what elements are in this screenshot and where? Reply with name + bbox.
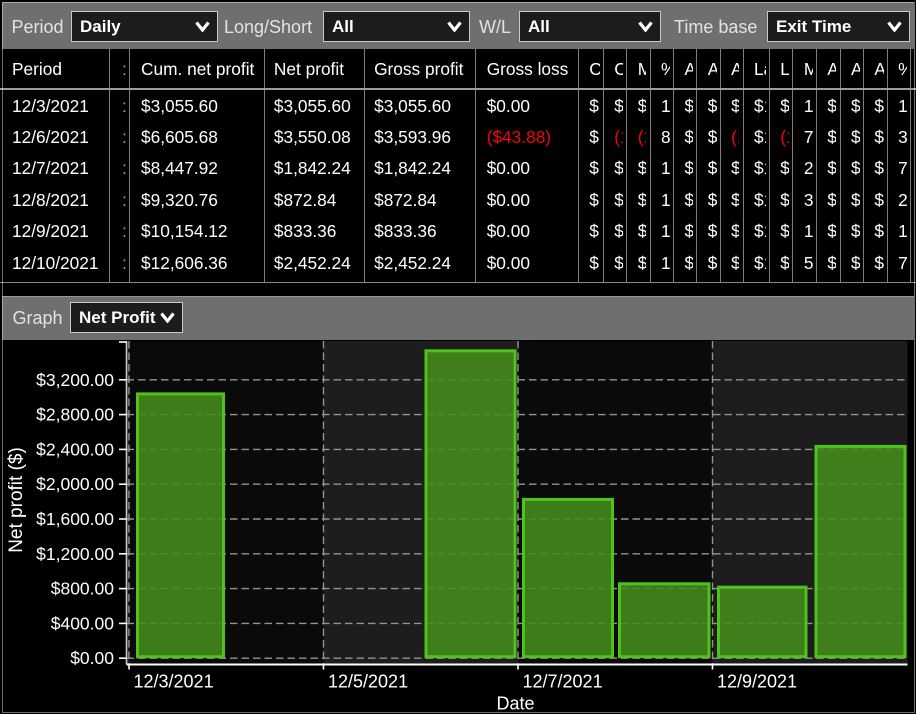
svg-text:12/7/2021: 12/7/2021 — [523, 672, 603, 692]
svg-text:$1,600.00: $1,600.00 — [36, 509, 114, 529]
svg-text:$2,400.00: $2,400.00 — [36, 439, 114, 459]
svg-text:$0.00: $0.00 — [70, 648, 114, 668]
svg-text:$400.00: $400.00 — [51, 613, 115, 633]
svg-text:12/5/2021: 12/5/2021 — [328, 672, 408, 692]
svg-text:$3,200.00: $3,200.00 — [36, 370, 114, 390]
svg-text:$2,000.00: $2,000.00 — [36, 474, 114, 494]
svg-text:Net profit ($): Net profit ($) — [6, 447, 27, 553]
svg-text:$2,800.00: $2,800.00 — [36, 405, 114, 425]
svg-text:$1,200.00: $1,200.00 — [36, 544, 114, 564]
svg-text:Date: Date — [496, 694, 534, 714]
svg-text:$800.00: $800.00 — [51, 579, 115, 599]
svg-text:12/9/2021: 12/9/2021 — [717, 672, 797, 692]
svg-text:12/3/2021: 12/3/2021 — [134, 672, 214, 692]
